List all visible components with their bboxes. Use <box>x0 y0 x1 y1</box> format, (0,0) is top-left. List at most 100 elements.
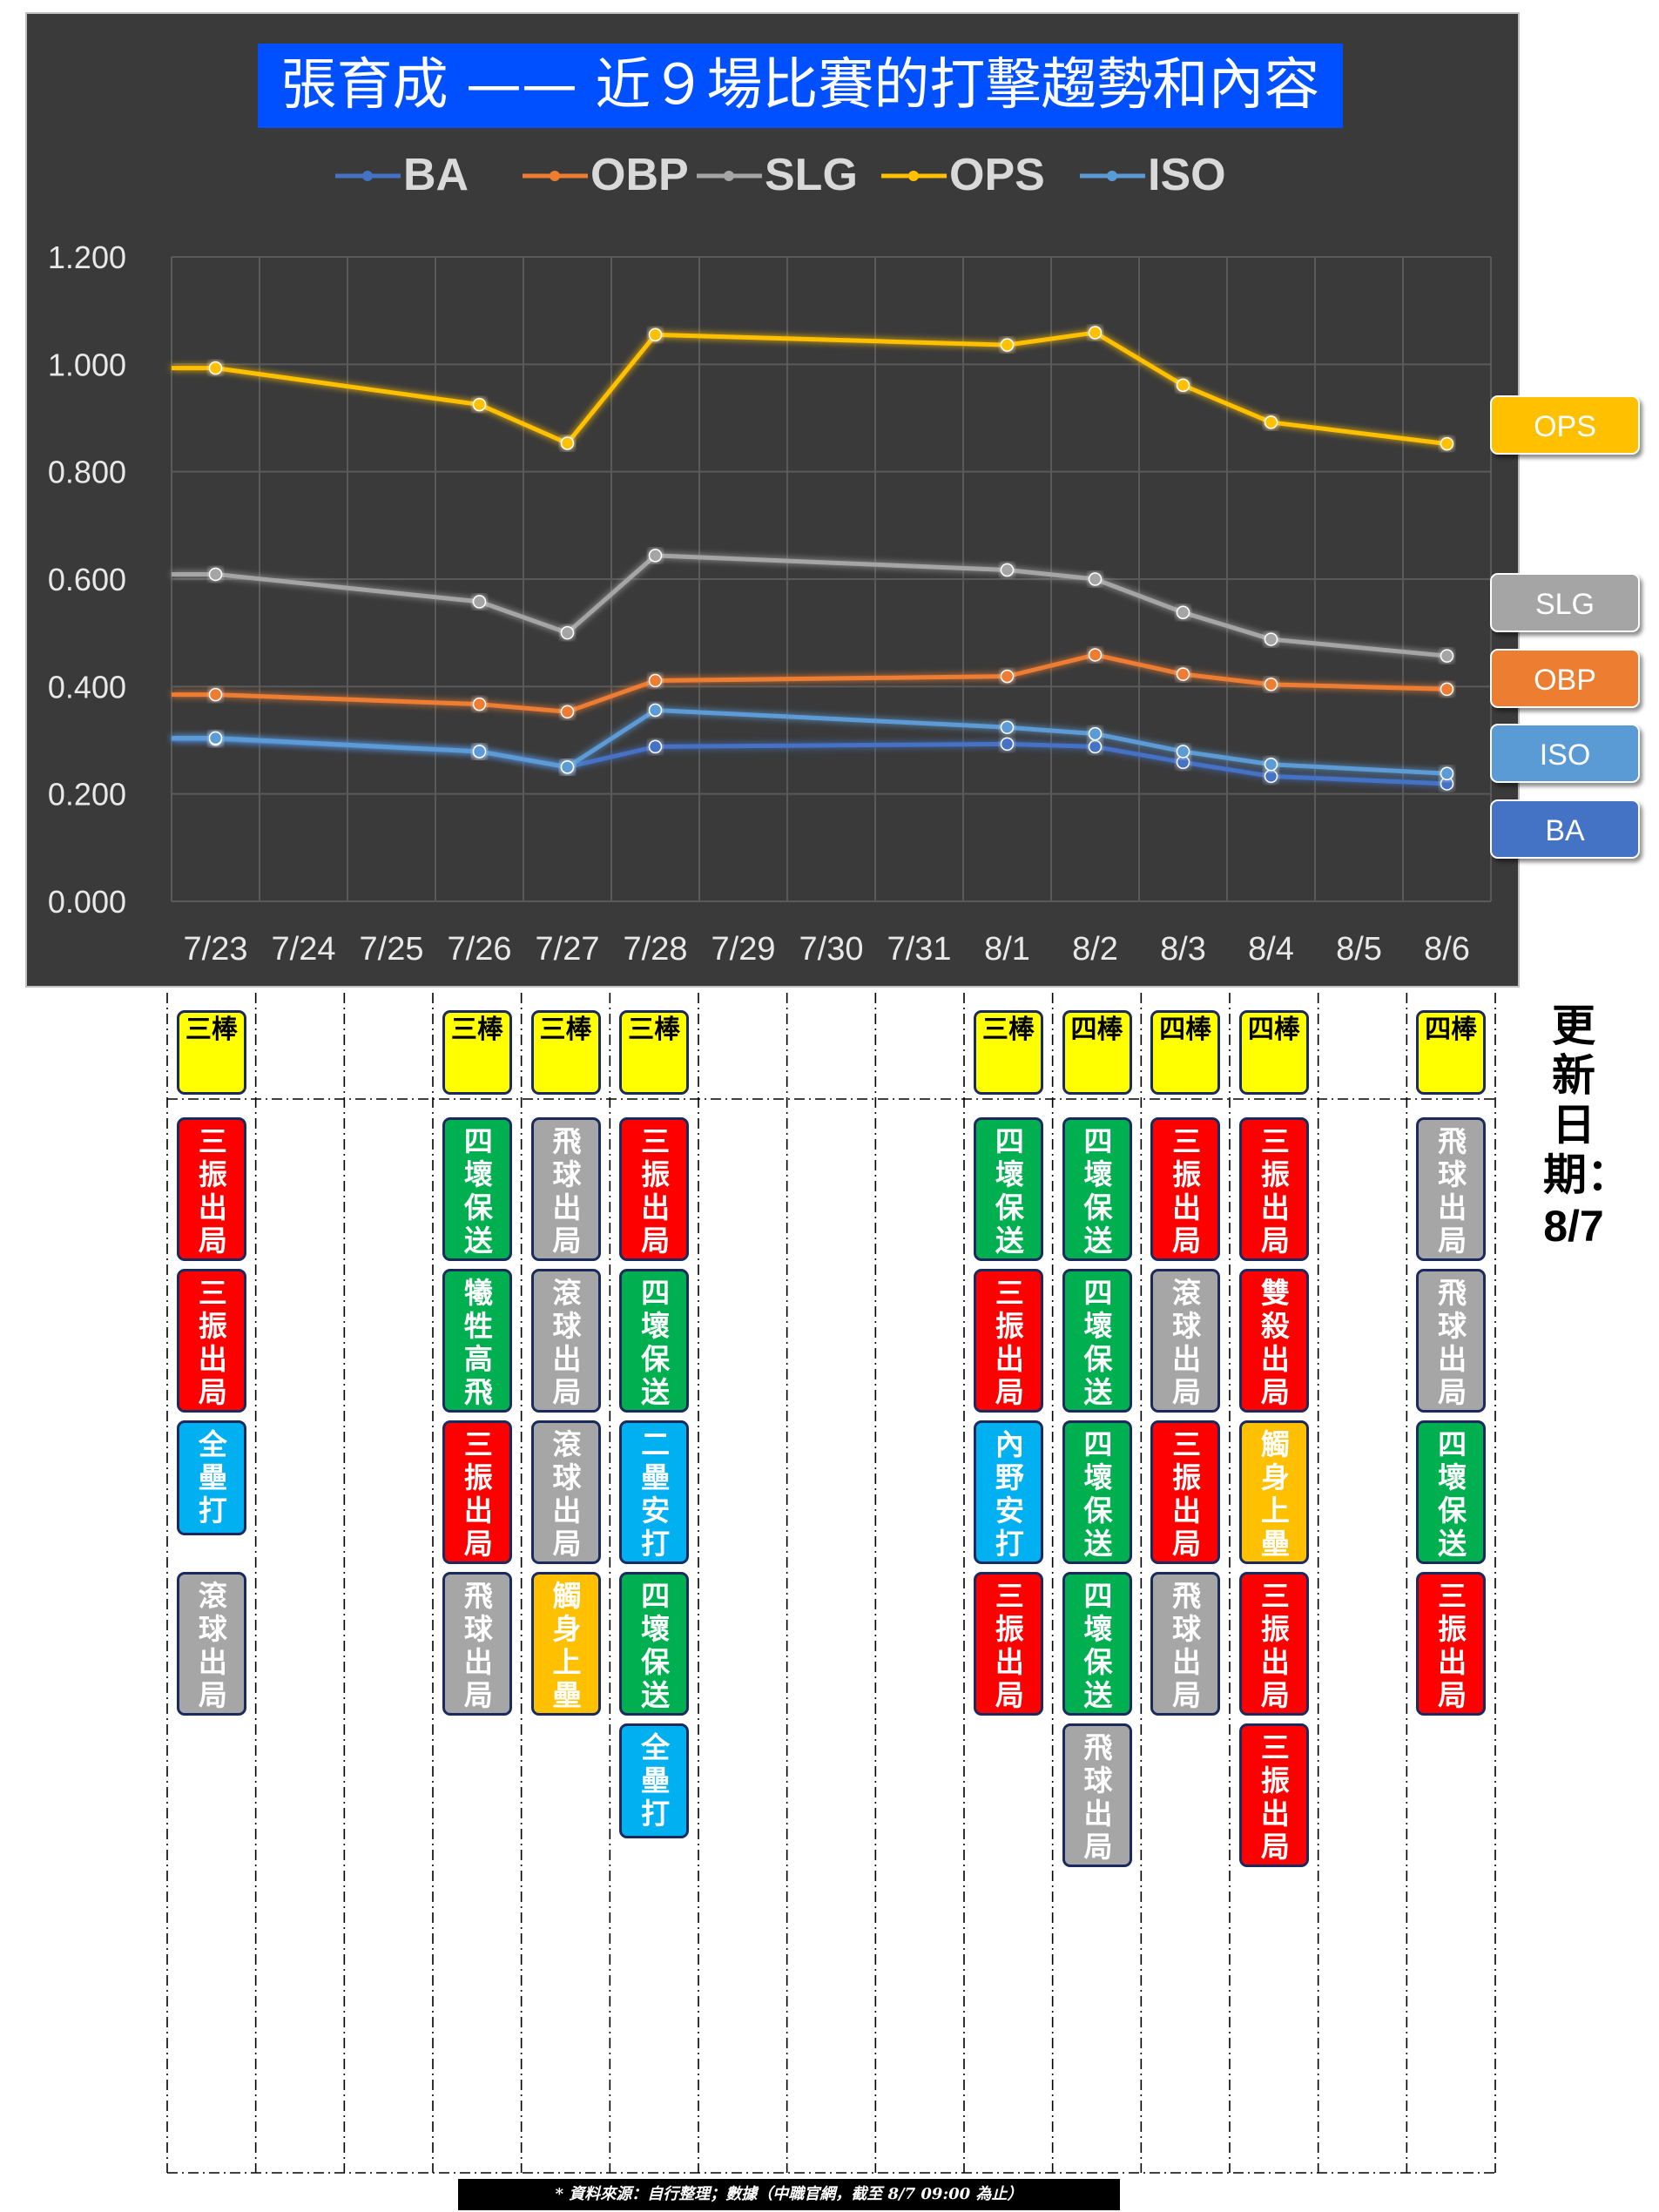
data-point <box>1000 737 1015 752</box>
x-tick-label: 7/28 <box>624 931 688 968</box>
data-point <box>560 705 575 719</box>
axis-labels: 1.200 1.000 0.800 0.600 0.400 0.200 0.000 7/23 7… <box>48 239 1470 968</box>
legend-marker <box>1107 171 1117 181</box>
data-point <box>472 397 487 412</box>
legend-label: BA <box>403 150 469 200</box>
batting-order-badge: 三棒 <box>619 1010 690 1095</box>
x-tick-label: 7/27 <box>536 931 600 968</box>
plot-grid <box>171 256 1492 902</box>
plate-appearance-badge: 三振出局 <box>176 1269 246 1413</box>
data-point <box>1088 739 1103 754</box>
data-point <box>1440 766 1454 780</box>
legend-marker <box>724 171 734 181</box>
tag-slg: SLG <box>1490 573 1640 632</box>
legend-label: OBP <box>590 150 689 200</box>
data-point <box>1000 669 1015 684</box>
plate-appearance-badge: 三振出局 <box>1238 1117 1309 1261</box>
plate-appearance-badge: 四壞保送 <box>1062 1269 1132 1413</box>
series-ops <box>172 326 1454 451</box>
data-point <box>648 327 663 342</box>
y-tick-label: 0.600 <box>48 562 126 597</box>
data-point <box>1088 648 1103 662</box>
tag-ba: BA <box>1490 799 1640 859</box>
data-point <box>1264 678 1278 691</box>
data-point <box>560 625 575 640</box>
y-tick-label: 1.000 <box>48 347 126 382</box>
plate-appearance-badge: 四壞保送 <box>619 1269 690 1413</box>
x-tick-label: 8/5 <box>1336 931 1382 968</box>
batting-order-badge: 三棒 <box>973 1010 1043 1095</box>
plate-appearance-badge: 四壞保送 <box>442 1117 512 1261</box>
batting-order-badge: 四棒 <box>1238 1010 1309 1095</box>
x-tick-label: 7/24 <box>272 931 336 968</box>
data-point <box>208 361 223 375</box>
data-point <box>472 745 487 759</box>
line-chart: 1.200 1.000 0.800 0.600 0.400 0.200 0.000 7/23 7… <box>48 150 1492 968</box>
batting-order-badge: 三棒 <box>530 1010 601 1095</box>
legend-item-ba: BA <box>335 150 469 200</box>
plate-appearance-badge: 飛球出局 <box>1416 1117 1487 1261</box>
y-tick-label: 0.800 <box>48 455 126 490</box>
data-point <box>472 697 487 711</box>
plate-appearance-badge: 三振出局 <box>1416 1572 1487 1716</box>
plate-appearance-badge: 全壘打 <box>619 1723 690 1838</box>
x-tick-label: 7/30 <box>799 931 864 968</box>
legend-label: ISO <box>1148 150 1226 200</box>
data-point <box>1176 605 1190 619</box>
data-point <box>648 739 663 754</box>
plate-appearance-badge: 四壞保送 <box>619 1572 690 1716</box>
tag-obp: OBP <box>1490 649 1640 708</box>
y-tick-label: 0.000 <box>48 884 126 920</box>
plate-appearance-badge: 滾球出局 <box>530 1420 601 1564</box>
plate-appearance-badge: 飛球出局 <box>530 1117 601 1261</box>
data-point <box>1440 436 1454 451</box>
data-point <box>1088 326 1103 340</box>
batting-order-badge: 四棒 <box>1416 1010 1487 1095</box>
y-tick-label: 0.200 <box>48 777 126 813</box>
x-tick-label: 7/29 <box>711 931 776 968</box>
batting-order-badge: 四棒 <box>1062 1010 1132 1095</box>
update-label: 更新日期： <box>1543 1001 1630 1200</box>
batting-order-badge: 三棒 <box>442 1010 512 1095</box>
update-note: 更新日期： 8/7 <box>1543 1001 1630 1251</box>
plate-appearance-badge: 三振出局 <box>442 1420 512 1564</box>
plate-appearance-badge: 全壘打 <box>176 1420 246 1535</box>
plate-appearance-badge: 四壞保送 <box>1416 1420 1487 1564</box>
data-point <box>560 760 575 774</box>
chart-legend: BA OBP SLG OPS ISO <box>335 150 1226 200</box>
x-tick-label: 7/23 <box>184 931 248 968</box>
y-tick-label: 1.200 <box>48 239 126 275</box>
data-point <box>1264 632 1278 646</box>
plate-appearance-badge: 三振出局 <box>973 1269 1043 1413</box>
plate-appearance-badge: 三振出局 <box>973 1572 1043 1716</box>
x-tick-label: 7/26 <box>448 931 512 968</box>
data-point <box>648 549 663 563</box>
x-tick-label: 8/1 <box>984 931 1030 968</box>
x-tick-label: 8/2 <box>1072 931 1118 968</box>
data-point <box>1088 572 1103 586</box>
plate-appearance-badge: 飛球出局 <box>442 1572 512 1716</box>
data-point <box>648 673 663 688</box>
data-point <box>1176 745 1190 759</box>
data-point <box>472 595 487 609</box>
plate-appearance-badge: 滾球出局 <box>530 1269 601 1413</box>
plate-appearance-badge: 三振出局 <box>176 1117 246 1261</box>
plate-appearance-badge: 犧牲高飛 <box>442 1269 512 1413</box>
data-point <box>1000 563 1015 577</box>
data-point <box>1088 726 1103 741</box>
chart-panel: 張育成 —— 近９場比賽的打擊趨勢和內容 <box>25 12 1520 988</box>
plate-appearance-badge: 三振出局 <box>1150 1117 1221 1261</box>
data-point <box>1264 415 1278 429</box>
plate-appearance-badge: 三振出局 <box>1238 1723 1309 1867</box>
plate-appearance-badge: 二壘安打 <box>619 1420 690 1564</box>
data-point <box>1000 338 1015 352</box>
plate-appearance-badge: 四壞保送 <box>1062 1572 1132 1716</box>
legend-item-slg: SLG <box>697 150 858 200</box>
data-point <box>208 687 223 702</box>
plate-appearance-badge: 雙殺出局 <box>1238 1269 1309 1413</box>
legend-item-obp: OBP <box>523 150 689 200</box>
plate-appearance-badge: 滾球出局 <box>176 1572 246 1716</box>
batting-order-badge: 四棒 <box>1150 1010 1221 1095</box>
chart-title: 張育成 —— 近９場比賽的打擊趨勢和內容 <box>258 44 1343 128</box>
